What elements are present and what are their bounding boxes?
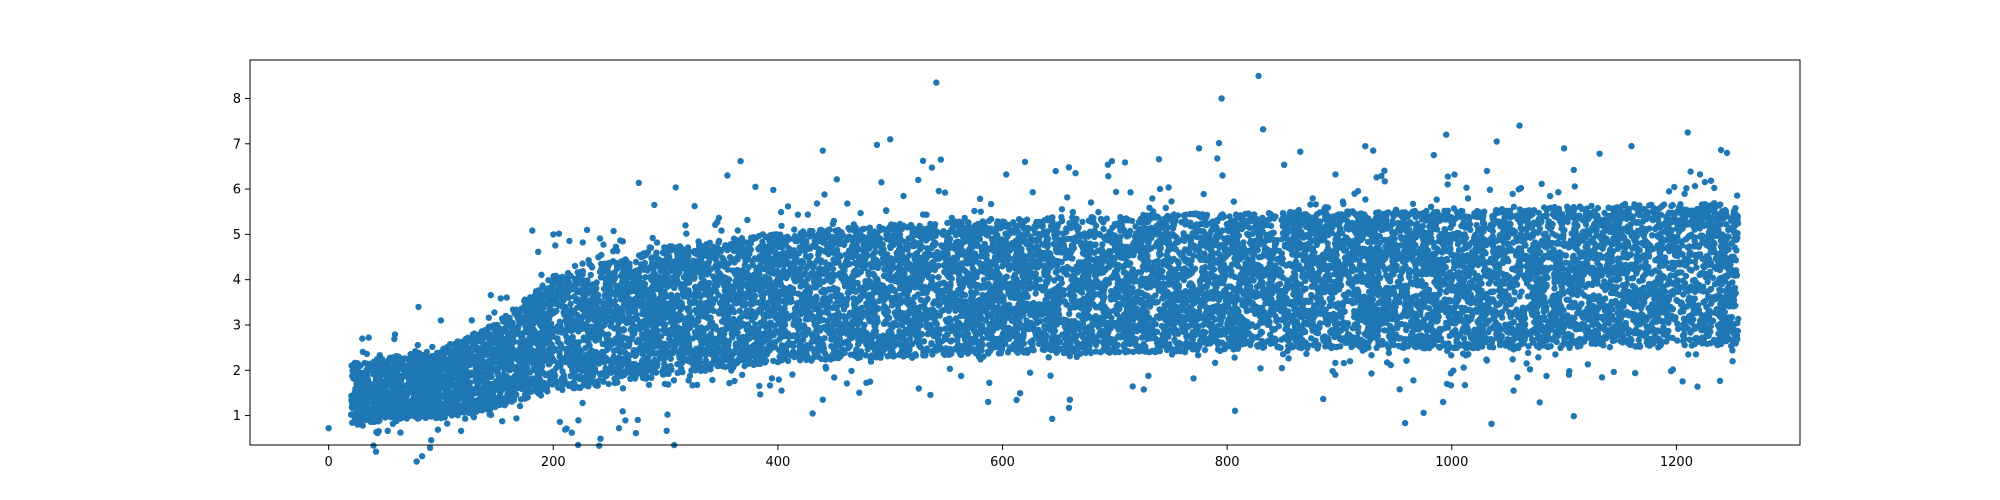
data-point [900,192,907,200]
data-point [1075,312,1083,319]
data-point [1362,143,1369,150]
data-point [444,420,451,427]
data-point [833,176,840,183]
data-point [1683,185,1690,192]
data-point [1112,188,1120,196]
data-point [1509,356,1516,363]
data-point [1257,365,1264,372]
data-point [1065,404,1073,411]
data-point [778,387,785,394]
data-point [1409,200,1417,208]
data-point [597,435,604,442]
data-point [1701,178,1709,186]
data-point [1026,369,1034,376]
data-point [976,236,984,243]
data-point [1278,364,1286,372]
data-point [610,227,617,235]
data-point [1285,355,1292,362]
data-point [1332,171,1339,178]
data-point [1032,290,1039,297]
data-point [1692,351,1700,358]
data-point [1410,377,1417,384]
data-point [414,341,421,349]
dense-point-cloud [347,79,1742,465]
data-point [1526,366,1534,373]
data-point [571,262,579,270]
data-point [665,381,672,388]
data-point [516,402,524,410]
data-point [1013,396,1020,404]
data-point [1259,126,1267,133]
data-point [1215,139,1223,147]
data-point [935,274,942,281]
data-point [1460,364,1467,371]
data-point [929,274,936,281]
data-point [563,425,570,432]
data-point [538,271,545,278]
data-point [935,187,942,195]
data-point [1596,150,1603,157]
data-point [1168,198,1175,205]
data-point [653,239,661,246]
data-point [1524,349,1532,357]
data-point [1555,189,1562,196]
data-point [1332,359,1339,367]
data-point [529,227,536,234]
data-point [1362,196,1369,203]
data-point [615,425,623,432]
data-point [1121,159,1129,166]
data-point [1538,180,1545,188]
data-point [1559,285,1566,292]
data-point [768,375,776,382]
data-point [1087,199,1095,206]
data-point [619,408,626,415]
data-point [933,79,940,86]
data-point [927,391,934,399]
data-point [635,179,642,187]
data-point [831,374,838,381]
data-point [491,309,498,316]
data-point [370,442,377,449]
data-point [878,179,885,186]
data-point [1231,354,1238,361]
data-point [1632,369,1639,377]
data-point [672,184,679,191]
data-point [1201,346,1209,354]
data-point [556,418,564,426]
data-point [1483,167,1491,175]
data-point [682,222,689,229]
data-point [596,442,603,449]
data-point [1430,151,1438,159]
data-point [712,221,719,228]
data-point [1685,351,1692,358]
data-point [1368,370,1375,377]
data-point [1303,350,1310,357]
data-point [1439,398,1447,406]
data-point [1552,351,1559,358]
data-point [744,216,751,224]
data-point [1100,225,1107,233]
data-point [941,189,949,196]
data-point [1381,178,1389,185]
data-point [691,202,698,210]
data-point [778,222,785,230]
data-point [1079,218,1086,226]
data-point [1516,293,1523,300]
data-point [1352,299,1359,306]
data-point [487,291,494,299]
data-point [757,391,764,398]
data-point [620,326,627,333]
plot-area [325,72,1742,465]
data-point [957,372,965,380]
data-point [919,157,927,164]
data-point [920,338,928,345]
